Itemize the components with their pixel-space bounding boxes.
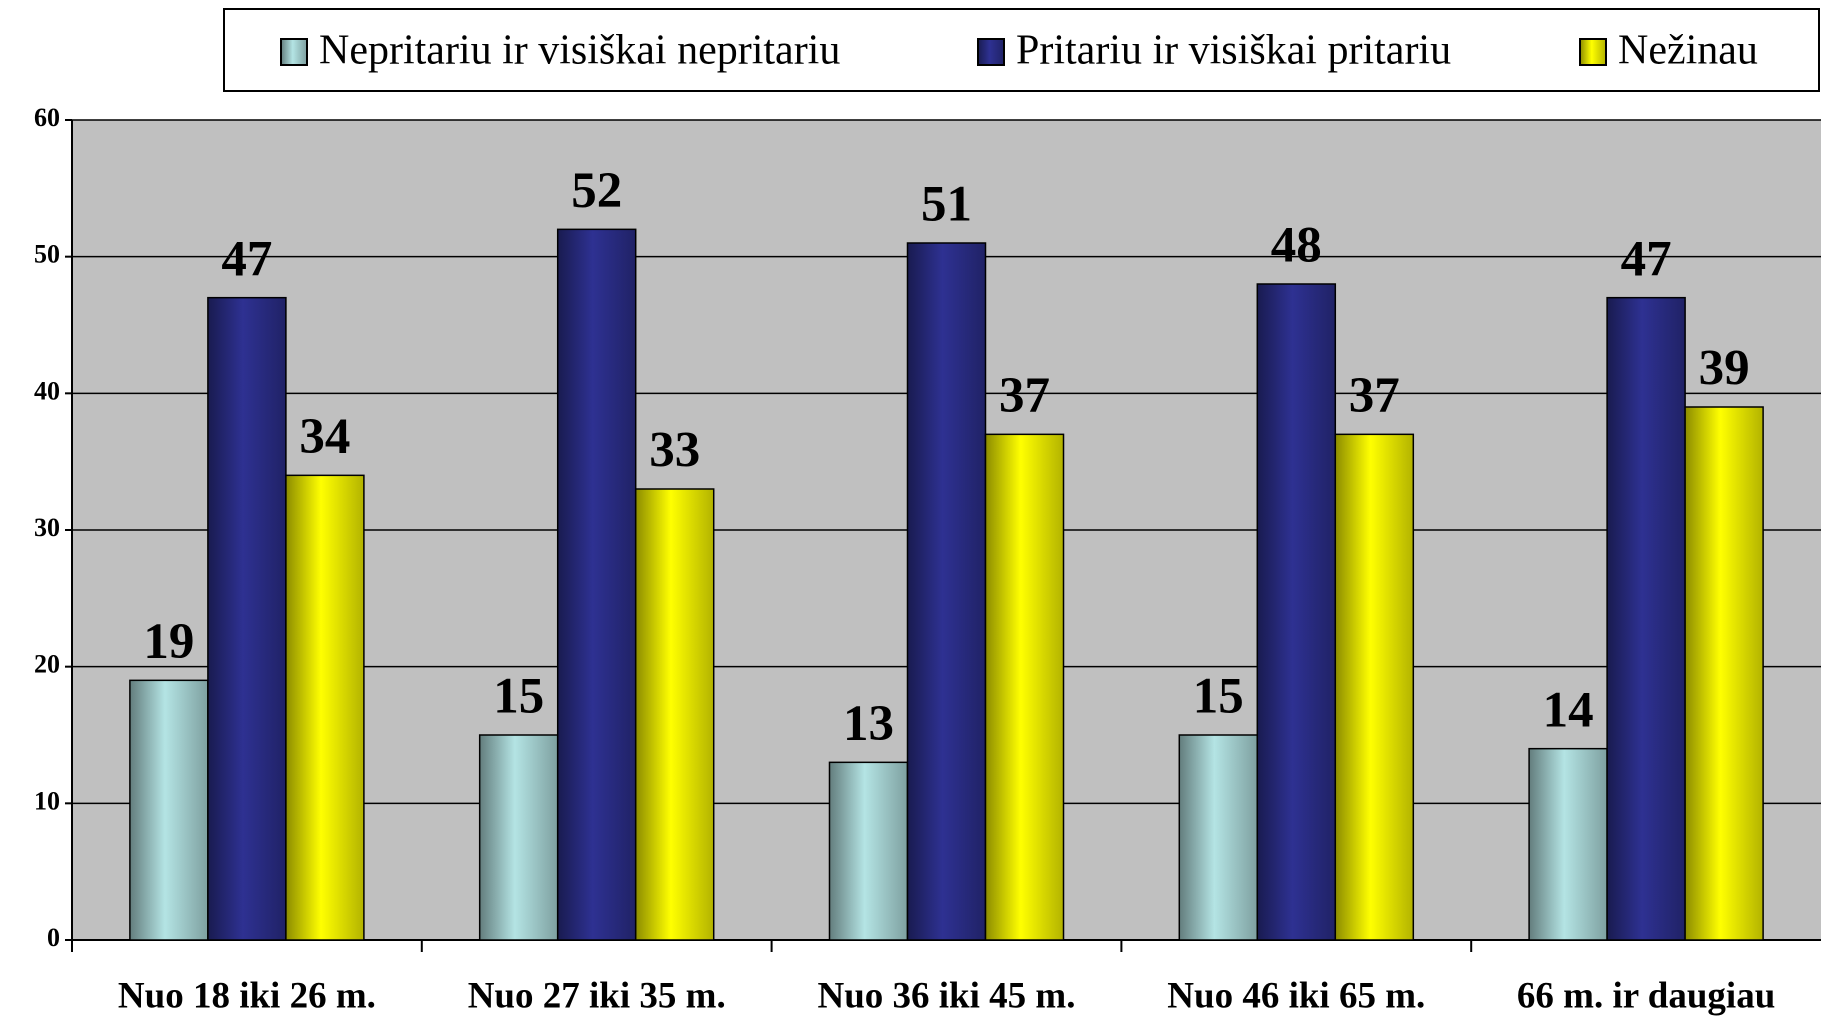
data-label: 37: [999, 368, 1050, 424]
bar: [1528, 747, 1608, 941]
y-tick-label: 60: [34, 103, 60, 132]
legend-label: Pritariu ir visiškai pritariu: [1016, 28, 1451, 74]
bar: [1684, 406, 1764, 941]
data-label: 48: [1271, 218, 1322, 274]
legend: [223, 8, 1820, 92]
x-tick-label: Nuo 18 iki 26 m.: [118, 975, 376, 1016]
y-tick-label: 20: [34, 650, 60, 679]
bar: [906, 242, 987, 941]
legend-swatch: [280, 38, 308, 66]
legend-swatch: [977, 38, 1005, 66]
x-tick-label: 66 m. ir daugiau: [1517, 975, 1775, 1016]
data-label: 13: [843, 696, 894, 752]
data-label: 14: [1543, 682, 1594, 738]
data-label: 34: [299, 409, 350, 465]
data-label: 52: [571, 163, 622, 219]
bar: [1606, 296, 1686, 941]
bar: [556, 228, 637, 941]
y-tick-label: 10: [34, 786, 60, 815]
bar: [285, 474, 365, 941]
bar: [984, 433, 1065, 941]
x-tick-label: Nuo 27 iki 35 m.: [468, 975, 726, 1016]
bar: [828, 761, 909, 941]
bar: [207, 296, 287, 941]
bar: [1334, 433, 1415, 941]
data-label: 47: [1621, 231, 1672, 287]
y-tick-label: 0: [47, 923, 60, 952]
data-label: 19: [143, 614, 194, 670]
data-label: 51: [921, 177, 972, 233]
bar: [1256, 283, 1337, 941]
legend-label: Nepritariu ir visiškai nepritariu: [319, 28, 840, 74]
bar: [634, 488, 715, 941]
data-label: 39: [1699, 341, 1750, 397]
bar: [478, 734, 559, 941]
data-label: 15: [493, 669, 544, 725]
data-label: 15: [1193, 669, 1244, 725]
bar: [1178, 734, 1259, 941]
x-tick-label: Nuo 46 iki 65 m.: [1167, 975, 1425, 1016]
x-tick-label: Nuo 36 iki 45 m.: [817, 975, 1075, 1016]
data-label: 47: [221, 231, 272, 287]
data-label: 37: [1349, 368, 1400, 424]
legend-label: Nežinau: [1618, 28, 1758, 74]
legend-swatch: [1579, 38, 1607, 66]
data-label: 33: [649, 423, 700, 479]
y-tick-label: 40: [34, 376, 60, 405]
y-tick-label: 30: [34, 513, 60, 542]
y-tick-label: 50: [34, 240, 60, 269]
bar: [129, 679, 209, 941]
